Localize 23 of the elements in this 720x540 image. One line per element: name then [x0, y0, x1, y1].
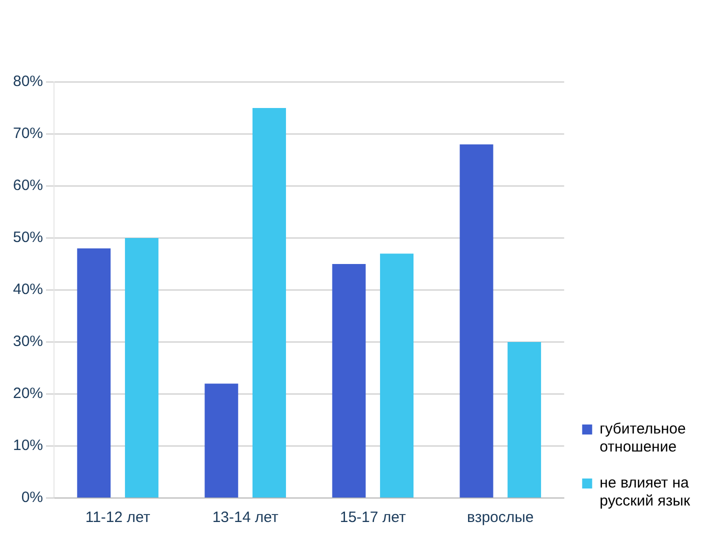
y-tick-label: 20%	[12, 385, 44, 402]
y-tick-label: 80%	[12, 73, 44, 90]
bar	[204, 384, 238, 498]
bar	[252, 108, 286, 498]
legend-label: губительное отношение	[600, 420, 686, 456]
legend-label: не влияет на русский язык	[600, 474, 690, 510]
bar	[77, 248, 111, 498]
x-tick-label: 15-17 лет	[340, 509, 406, 526]
bar	[124, 238, 158, 498]
y-tick-label: 0%	[21, 489, 44, 506]
y-tick-label: 30%	[12, 333, 44, 350]
x-tick-label: 13-14 лет	[212, 509, 278, 526]
x-tick-label: 11-12 лет	[85, 509, 150, 526]
y-tick-label: 70%	[12, 125, 44, 142]
bar	[332, 264, 366, 498]
bar	[508, 342, 542, 498]
y-tick-label: 50%	[12, 229, 44, 246]
y-tick-label: 60%	[12, 177, 44, 194]
y-tick-label: 40%	[12, 281, 44, 298]
y-tick-label: 10%	[12, 437, 44, 454]
bar	[380, 254, 414, 498]
bar	[460, 144, 494, 498]
x-tick-label: взрослые	[467, 509, 534, 526]
